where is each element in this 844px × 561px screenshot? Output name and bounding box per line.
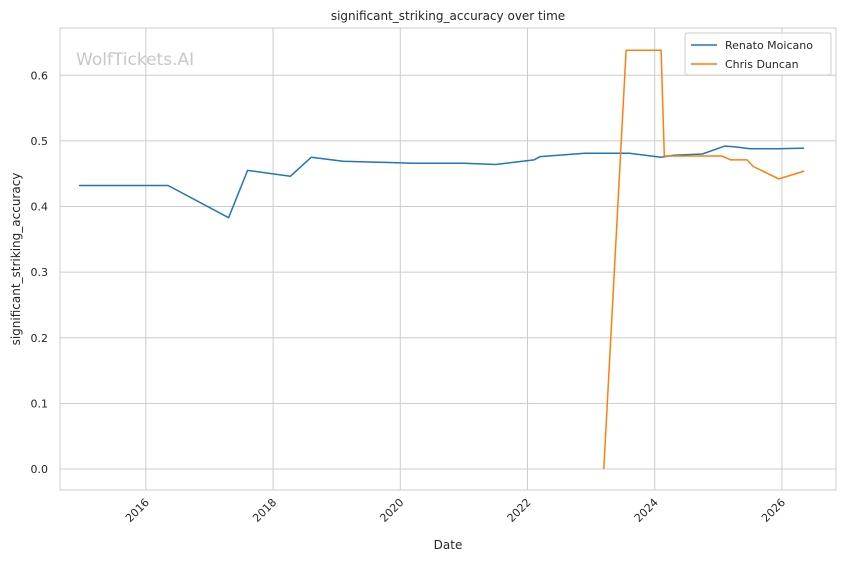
- y-tick-label: 0.4: [31, 201, 49, 214]
- x-tick-label: 2022: [505, 496, 534, 525]
- legend-label-renato-moicano: Renato Moicano: [725, 39, 813, 52]
- y-tick-label: 0.1: [31, 397, 49, 410]
- y-axis-label: significant_striking_accuracy: [9, 173, 23, 346]
- watermark: WolfTickets.AI: [76, 50, 194, 70]
- y-tick-label: 0.2: [31, 332, 49, 345]
- x-tick-label: 2016: [123, 496, 152, 525]
- legend-label-chris-duncan: Chris Duncan: [725, 58, 799, 71]
- series-line-renato-moicano: [79, 145, 805, 219]
- x-tick-label: 2026: [759, 496, 788, 525]
- y-tick-label: 0.0: [31, 463, 49, 476]
- x-tick-label: 2020: [377, 496, 406, 525]
- x-axis-label: Date: [434, 538, 463, 552]
- y-tick-label: 0.6: [31, 69, 49, 82]
- legend-box: [684, 32, 832, 76]
- grid-lines: [60, 28, 836, 490]
- x-tick-label: 2018: [250, 496, 279, 525]
- series-lines: [79, 49, 805, 470]
- y-tick-label: 0.5: [31, 135, 49, 148]
- y-tick-label: 0.3: [31, 266, 49, 279]
- chart-title: significant_striking_accuracy over time: [331, 9, 565, 23]
- x-tick-label: 2024: [632, 496, 661, 525]
- series-line-chris-duncan: [603, 49, 805, 470]
- legend: Renato Moicano Chris Duncan: [684, 32, 832, 76]
- tick-labels: 2016 2018 2020 2022 2024 2026 0.0 0.1 0.2 0.3 0.4 0…: [31, 69, 789, 525]
- plot-area-frame: [59, 27, 837, 491]
